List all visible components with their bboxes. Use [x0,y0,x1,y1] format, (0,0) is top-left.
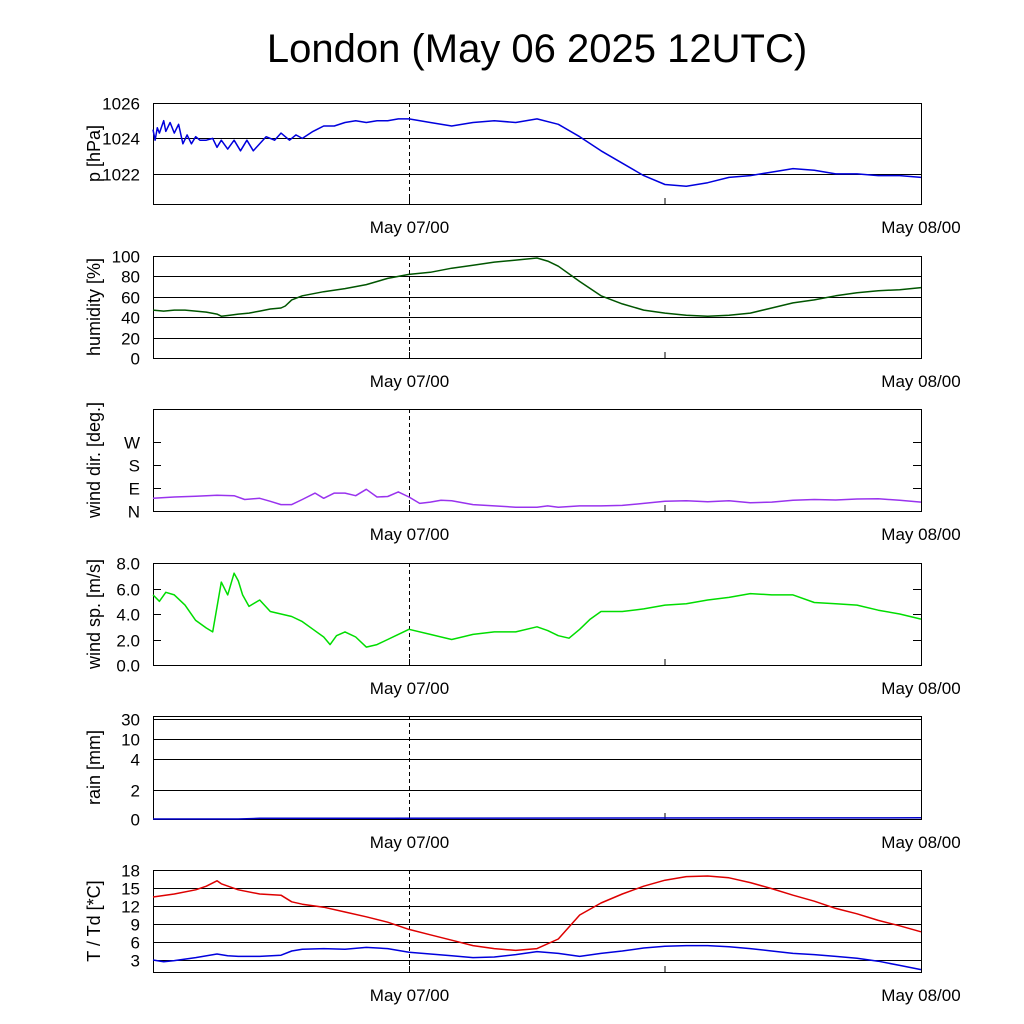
plot-frame [153,103,922,205]
series-line-0 [152,572,922,648]
y-tick-label: S [129,457,140,476]
y-tick-label: 2 [131,782,140,801]
x-tick-label: May 07/00 [370,833,449,852]
plot-frame [153,256,922,359]
y-axis-label: p [hPa] [84,125,104,182]
plot-frame [153,563,922,666]
y-tick-label: 100 [112,248,140,267]
y-tick-label: 40 [121,309,140,328]
series-line-0 [152,875,922,952]
y-tick-label: 15 [121,880,140,899]
x-tick-label: May 08/00 [881,525,960,544]
wind-speed-panel: 0.0 2.0 4.0 6.0 8.0 May 07/00 May 08/00 wind sp… [84,555,961,699]
y-tick-label: 3 [131,952,140,971]
series-line-0 [152,257,922,317]
series-line-0 [152,488,922,508]
x-tick-label: May 07/00 [370,525,449,544]
y-axis-label: T / Td [*C] [84,880,104,961]
y-tick-label: N [128,503,140,522]
pressure-panel: 1022 1024 1026 May 07/00 May 08/00 p [hPa] [84,95,961,238]
y-tick-label: 8.0 [116,555,140,574]
y-tick-label: 9 [131,916,140,935]
y-tick-label: 6.0 [116,581,140,600]
y-tick-label: 6 [131,934,140,953]
x-tick-label: May 07/00 [370,986,449,1005]
y-tick-label: 18 [121,862,140,881]
plot-frame [153,409,922,512]
y-tick-label: 20 [121,330,140,349]
y-tick-label: 4 [131,751,140,770]
series-line-0 [153,817,922,820]
x-tick-label: May 08/00 [881,679,960,698]
y-tick-label: 4.0 [116,606,140,625]
x-tick-label: May 08/00 [881,372,960,391]
y-tick-label: E [129,480,140,499]
y-tick-label: 0 [131,350,140,369]
y-tick-label: 2.0 [116,632,140,651]
y-tick-label: 1024 [102,130,140,149]
y-tick-label: 1022 [102,166,140,185]
y-tick-label: 0.0 [116,657,140,676]
x-tick-label: May 07/00 [370,679,449,698]
y-tick-label: 10 [121,731,140,750]
y-tick-label: 12 [121,898,140,917]
plot-frame [153,870,922,973]
y-tick-label: 30 [121,711,140,730]
x-tick-label: May 08/00 [881,833,960,852]
y-axis-label: humidity [%] [84,258,104,356]
x-tick-label: May 07/00 [370,372,449,391]
series-line-1 [152,944,922,971]
y-tick-label: 60 [121,289,140,308]
x-tick-label: May 07/00 [370,218,449,237]
x-tick-label: May 08/00 [881,986,960,1005]
x-tick-label: May 08/00 [881,218,960,237]
y-tick-label: 80 [121,268,140,287]
y-tick-label: 0 [131,811,140,830]
y-axis-label: rain [mm] [84,730,104,805]
y-axis-label: wind sp. [m/s] [84,559,104,670]
series-line-0 [152,118,922,188]
chart-title: London (May 06 2025 12UTC) [267,27,807,71]
y-axis-label: wind dir. [deg.] [84,402,104,519]
plot-frame [153,716,922,820]
y-tick-label: W [124,434,140,453]
y-tick-label: 1026 [102,95,140,114]
